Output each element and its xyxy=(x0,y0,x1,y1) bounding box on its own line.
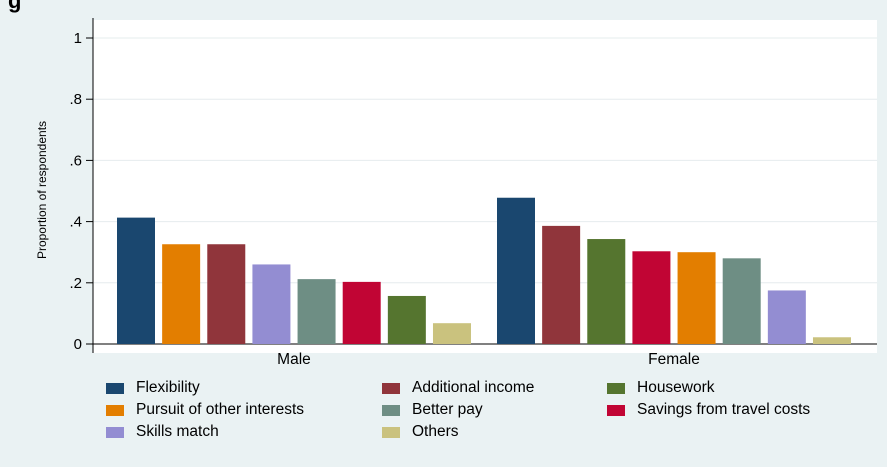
bars xyxy=(117,197,851,344)
x-axis-labels: Male Female xyxy=(277,351,700,368)
bar xyxy=(677,252,716,344)
legend-swatch xyxy=(106,404,124,416)
y-tick-label: 1 xyxy=(74,30,82,47)
legend-item: Housework xyxy=(607,378,867,398)
legend-item: Others xyxy=(382,422,607,442)
bar xyxy=(162,244,201,344)
legend-label: Housework xyxy=(637,379,715,396)
chart-title: g xyxy=(8,0,22,13)
legend-label: Flexibility xyxy=(136,379,200,396)
y-tick-label: .4 xyxy=(69,214,82,231)
bar xyxy=(297,279,336,344)
bar xyxy=(632,251,671,344)
legend-label: Additional income xyxy=(412,379,535,396)
legend-swatch xyxy=(106,382,124,394)
bar xyxy=(767,290,806,344)
legend-item: Pursuit of other interests xyxy=(106,400,382,420)
bar xyxy=(342,281,381,344)
legend-item: Better pay xyxy=(382,400,607,420)
legend-label: Savings from travel costs xyxy=(637,401,811,418)
bar xyxy=(432,323,471,344)
legend-label: Skills match xyxy=(136,423,219,440)
y-tick-label: .8 xyxy=(69,91,82,108)
legend-label: Others xyxy=(412,423,459,440)
legend-swatch xyxy=(382,382,400,394)
legend-swatch xyxy=(607,404,625,416)
bar xyxy=(207,244,246,344)
bar xyxy=(497,197,535,344)
legend-item: Additional income xyxy=(382,378,607,398)
bar xyxy=(812,337,851,344)
y-tick-label: .2 xyxy=(69,275,82,292)
legend-item: Skills match xyxy=(106,422,382,442)
x-category-label: Female xyxy=(648,351,700,368)
legend-swatch xyxy=(607,382,625,394)
bar xyxy=(117,217,155,344)
legend-label: Pursuit of other interests xyxy=(136,401,304,418)
bar xyxy=(542,225,581,344)
y-axis-label: Proportion of respondents xyxy=(35,121,49,259)
x-category-label: Male xyxy=(277,351,311,368)
legend-item: Savings from travel costs xyxy=(607,400,867,420)
y-tick-label: .6 xyxy=(69,152,82,169)
legend-label: Better pay xyxy=(412,401,483,418)
legend-swatch xyxy=(382,426,400,438)
y-tick-label: 0 xyxy=(74,336,82,353)
legend-item: Flexibility xyxy=(106,378,382,398)
legend: Flexibility Additional income Housework Pur… xyxy=(106,378,867,442)
legend-swatch xyxy=(106,426,124,438)
bar xyxy=(722,258,761,344)
legend-swatch xyxy=(382,404,400,416)
bar xyxy=(387,295,426,344)
bar xyxy=(252,264,291,344)
bar xyxy=(587,239,626,344)
